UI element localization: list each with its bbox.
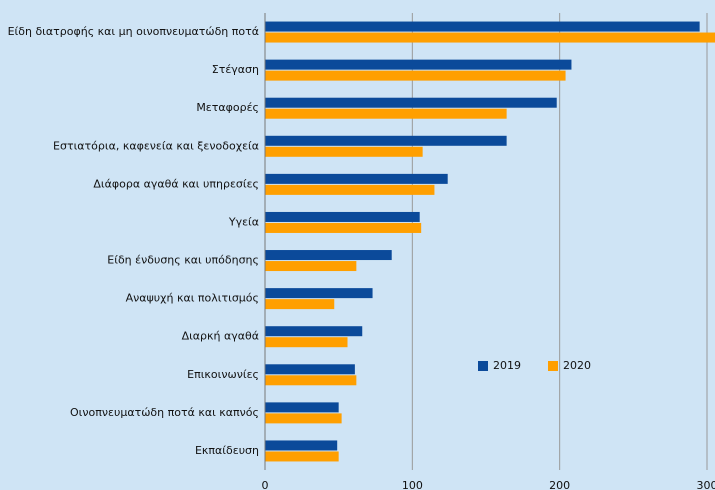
bar (265, 288, 373, 299)
y-tick-label: Μεταφορές (196, 101, 259, 114)
bar (265, 70, 566, 81)
bar (265, 59, 572, 70)
y-tick-label: Εστιατόρια, καφενεία και ξενοδοχεία (53, 139, 259, 152)
bar (265, 32, 715, 43)
bar (265, 222, 422, 233)
bar (265, 402, 339, 413)
bar (265, 364, 355, 375)
bar (265, 299, 335, 310)
y-tick-label: Διάφορα αγαθά και υπηρεσίες (93, 177, 259, 190)
bar (265, 337, 348, 348)
y-tick-label: Είδη ένδυσης και υπόδησης (107, 254, 259, 267)
x-tick-label: 0 (262, 479, 269, 490)
bar (265, 451, 339, 462)
bar (265, 440, 338, 451)
bar (265, 261, 357, 272)
bar (265, 21, 700, 32)
bar (265, 135, 507, 146)
y-tick-label: Επικοινωνίες (187, 368, 259, 381)
bar (265, 184, 435, 195)
y-tick-label: Οινοπνευματώδη ποτά και καπνός (70, 406, 259, 419)
legend-swatch (548, 361, 558, 371)
y-tick-label: Αναψυχή και πολιτισμός (126, 292, 259, 305)
bar (265, 326, 363, 337)
bar (265, 211, 420, 222)
bar (265, 413, 342, 424)
y-tick-label: Εκπαίδευση (195, 444, 259, 457)
x-tick-label: 200 (549, 479, 570, 490)
bar (265, 173, 448, 184)
y-tick-label: Υγεία (228, 215, 259, 228)
x-tick-label: 300 (697, 479, 715, 490)
bar (265, 97, 557, 108)
bar (265, 250, 392, 261)
bar (265, 375, 357, 386)
legend-label: 2019 (493, 359, 521, 372)
y-tick-label: Διαρκή αγαθά (182, 330, 259, 343)
legend-label: 2020 (563, 359, 591, 372)
legend-swatch (478, 361, 488, 371)
bar (265, 146, 423, 157)
y-tick-label: Στέγαση (212, 63, 259, 76)
y-tick-label: Είδη διατροφής και μη οινοπνευματώδη ποτ… (8, 25, 259, 38)
bar (265, 108, 507, 119)
x-tick-label: 100 (402, 479, 423, 490)
